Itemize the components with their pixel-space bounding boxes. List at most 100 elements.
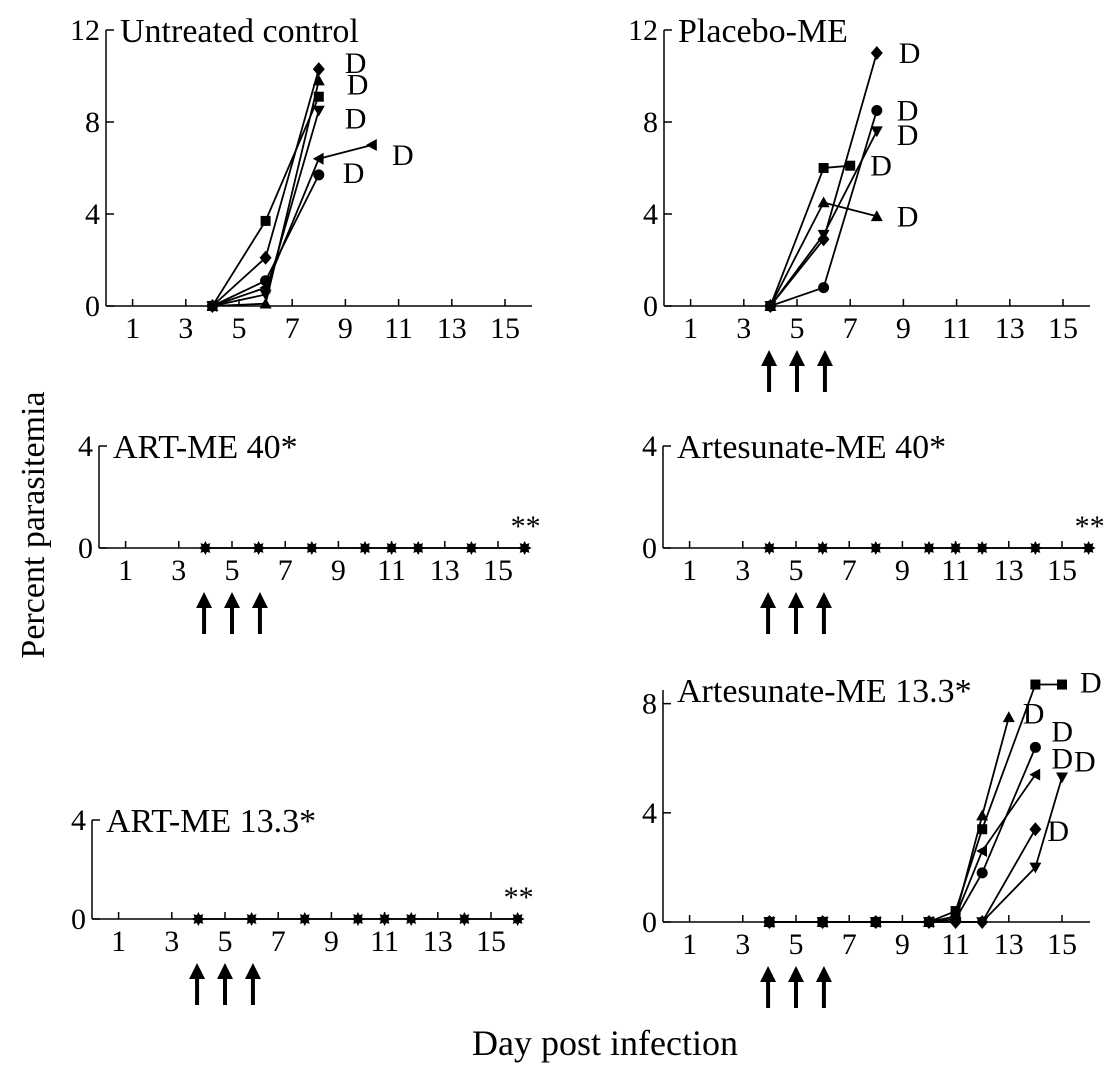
x-tick-label: 3 <box>735 554 750 587</box>
x-tick-label: 9 <box>895 928 910 961</box>
series-line <box>769 746 1037 923</box>
marker-triangle-down <box>870 126 883 138</box>
dose-arrow-head <box>217 963 233 979</box>
x-tick-label: 13 <box>430 554 460 587</box>
marker-square <box>818 163 829 173</box>
x-tick-label: 1 <box>683 312 698 345</box>
x-tick-label: 5 <box>218 925 233 958</box>
marker-triangle-up <box>1002 711 1015 723</box>
x-tick-label: 11 <box>941 554 970 587</box>
marker-square <box>1057 679 1067 690</box>
y-tick-label: 4 <box>78 430 93 463</box>
survival-annotation: ** <box>511 510 541 543</box>
dose-arrow-head <box>196 592 213 608</box>
death-annotation: D <box>1047 815 1069 848</box>
death-annotation: D <box>897 200 919 233</box>
death-annotation: D <box>897 95 919 128</box>
dose-arrow-head <box>760 966 777 982</box>
dose-arrow-head <box>788 592 804 608</box>
panel-title: ART-ME 40* <box>113 429 298 466</box>
marker-diamond <box>312 62 325 77</box>
y-tick-label: 4 <box>642 797 657 830</box>
x-tick-label: 15 <box>1047 928 1077 961</box>
x-tick-label: 11 <box>370 925 399 958</box>
marker-star <box>304 541 319 555</box>
x-tick-label: 7 <box>278 554 293 587</box>
death-annotation: D <box>343 157 365 190</box>
marker-star <box>351 912 365 926</box>
x-axis-label: Day post infection <box>472 1023 738 1063</box>
marker-star <box>457 912 472 926</box>
y-tick-label: 0 <box>85 290 100 323</box>
y-tick-label: 0 <box>78 532 93 565</box>
death-annotation: D <box>1023 697 1045 730</box>
x-tick-label: 5 <box>232 312 247 345</box>
x-tick-label: 5 <box>789 928 804 961</box>
x-tick-label: 3 <box>164 925 179 958</box>
death-annotation: D <box>1051 715 1073 748</box>
marker-diamond <box>949 915 962 929</box>
x-tick-label: 3 <box>736 312 751 345</box>
marker-circle <box>313 169 325 181</box>
marker-circle <box>260 275 272 287</box>
series-line <box>212 144 373 307</box>
marker-star <box>191 912 206 926</box>
marker-triangle-up <box>976 809 989 821</box>
marker-triangle-up <box>817 196 830 208</box>
dose-arrow-head <box>244 963 261 979</box>
panel-title: ART-ME 13.3* <box>106 803 316 840</box>
marker-star <box>297 912 312 926</box>
x-tick-label: 15 <box>490 312 520 345</box>
marker-circle <box>1029 741 1041 753</box>
marker-star <box>377 912 392 926</box>
y-tick-label: 4 <box>85 198 100 231</box>
x-tick-label: 13 <box>995 312 1025 345</box>
x-tick-label: 15 <box>476 925 506 958</box>
marker-triangle-up <box>259 297 272 309</box>
x-tick-label: 11 <box>384 312 413 345</box>
marker-circle <box>871 105 883 116</box>
marker-star <box>517 541 532 555</box>
marker-diamond <box>923 915 935 929</box>
x-tick-label: 9 <box>896 312 911 345</box>
marker-star <box>948 541 963 555</box>
y-tick-label: 12 <box>628 14 658 47</box>
marker-diamond <box>816 915 829 929</box>
survival-annotation: ** <box>1075 510 1105 543</box>
marker-star <box>868 541 883 555</box>
y-tick-label: 8 <box>85 106 100 139</box>
death-annotation: D <box>1051 743 1073 776</box>
dose-arrow-head <box>788 966 804 982</box>
marker-square <box>313 91 324 102</box>
x-tick-label: 13 <box>423 925 453 958</box>
y-tick-label: 12 <box>70 14 100 47</box>
y-tick-label: 0 <box>643 290 658 323</box>
marker-star <box>815 541 830 555</box>
marker-star <box>1028 541 1043 555</box>
series-line <box>769 130 878 307</box>
panel-title: Placebo-ME <box>678 13 848 50</box>
marker-star <box>510 912 525 926</box>
x-tick-label: 1 <box>111 925 126 958</box>
marker-triangle-down <box>1029 862 1042 874</box>
x-tick-label: 11 <box>942 312 971 345</box>
dose-arrow-head <box>789 350 805 366</box>
x-tick-label: 9 <box>895 554 910 587</box>
marker-diamond <box>976 915 989 929</box>
marker-square <box>1030 679 1041 690</box>
series-line <box>211 68 320 307</box>
x-tick-label: 1 <box>125 312 140 345</box>
marker-star <box>975 541 990 555</box>
survival-annotation: ** <box>504 881 534 914</box>
marker-triangle-up <box>312 74 325 86</box>
death-annotation: D <box>1080 667 1102 700</box>
x-tick-label: 5 <box>789 554 804 587</box>
marker-triangle-up <box>206 300 219 311</box>
marker-triangle-up <box>764 300 777 311</box>
x-tick-label: 13 <box>437 312 467 345</box>
panel-title: Artesunate-ME 40* <box>677 429 946 466</box>
death-annotation: D <box>870 150 892 183</box>
